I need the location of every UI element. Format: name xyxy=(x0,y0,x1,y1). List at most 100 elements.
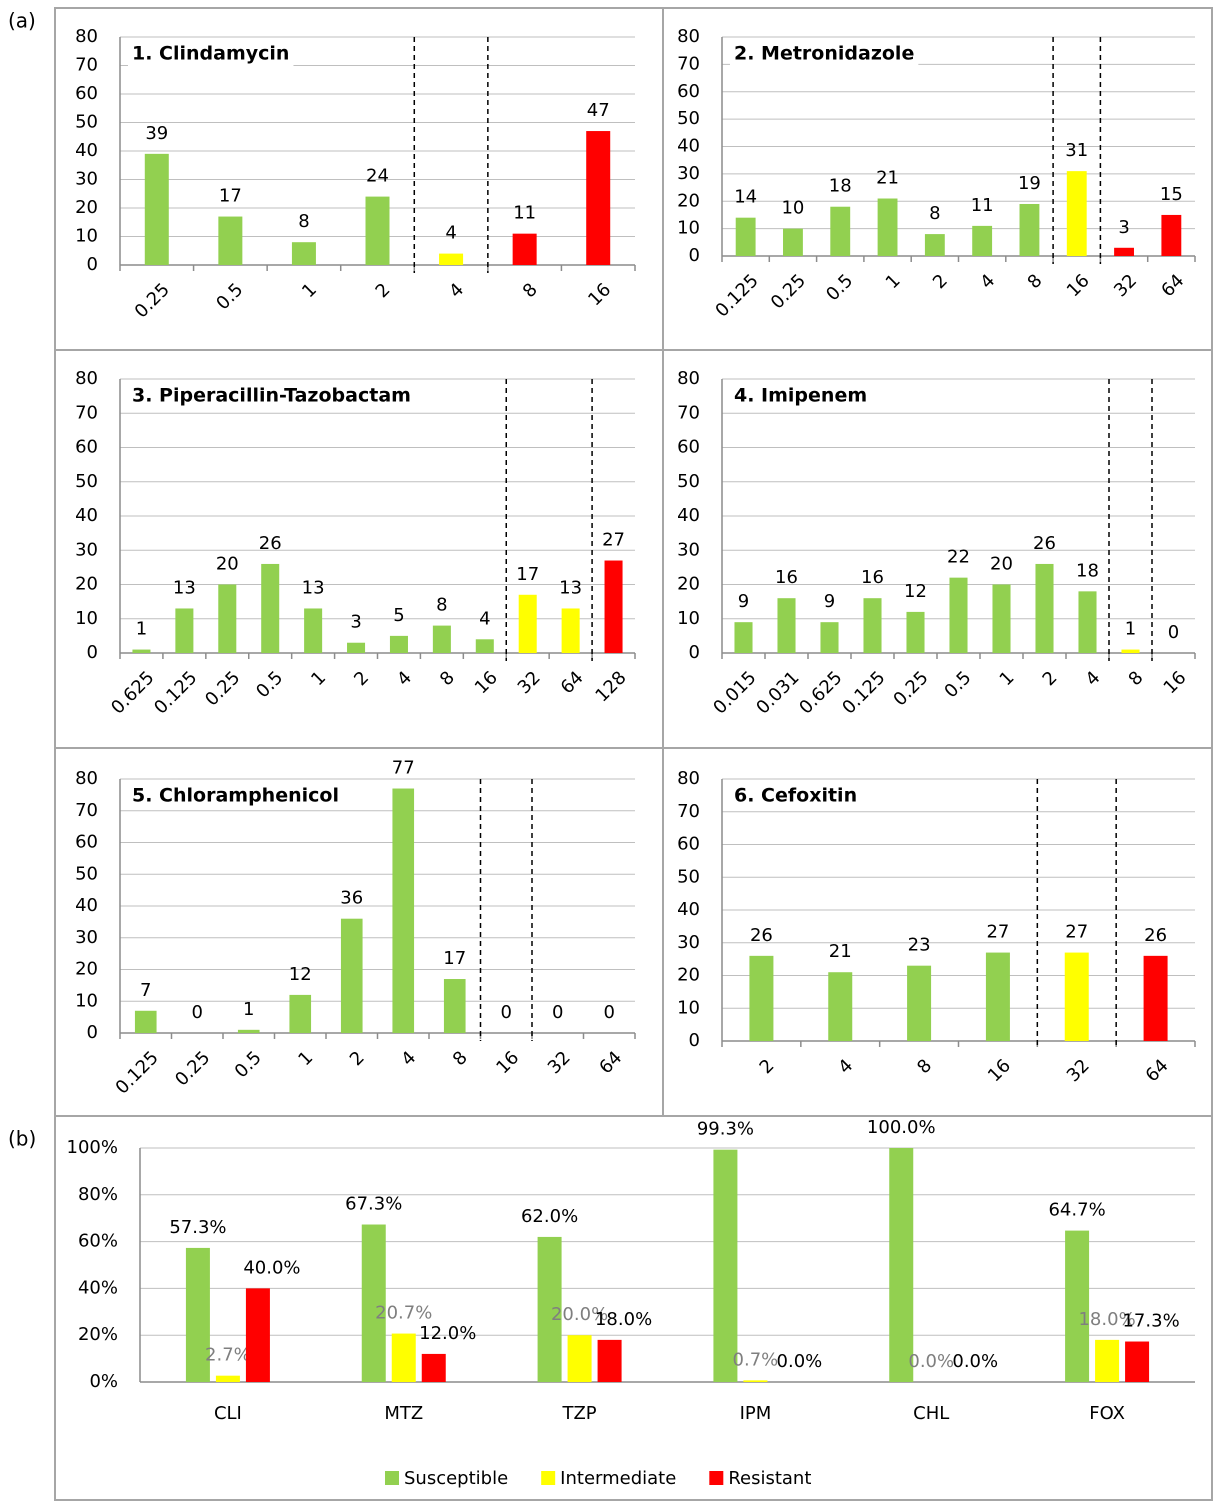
y-tick-label: 70 xyxy=(75,402,98,423)
y-tick-label: 60 xyxy=(75,832,98,853)
y-tick-label: 80% xyxy=(78,1184,118,1205)
value-label: 18.0% xyxy=(1078,1309,1135,1330)
y-tick-label: 50 xyxy=(677,866,700,887)
x-tick-label: 0.25 xyxy=(171,1047,214,1090)
y-tick-label: 50 xyxy=(677,471,700,492)
x-tick-label: 16 xyxy=(471,667,502,698)
y-tick-label: 70 xyxy=(677,402,700,423)
bar xyxy=(512,233,537,265)
y-tick-label: 80 xyxy=(75,26,98,47)
value-label: 47 xyxy=(587,100,610,121)
y-tick-label: 40 xyxy=(677,899,700,920)
y-tick-label: 40 xyxy=(75,505,98,526)
y-tick-label: 70 xyxy=(75,800,98,821)
chart-title: 3. Piperacillin-Tazobactam xyxy=(132,385,411,407)
x-tick-label: 8 xyxy=(1024,270,1047,293)
x-tick-label: 64 xyxy=(1157,270,1188,301)
legend-label: Intermediate xyxy=(560,1468,676,1489)
x-tick-label: 1 xyxy=(294,1047,317,1070)
value-label: 1 xyxy=(1125,619,1136,640)
x-tick-label: 0.031 xyxy=(752,667,803,718)
x-tick-label: 1 xyxy=(298,279,321,302)
y-tick-label: 0 xyxy=(87,642,98,663)
x-tick-label: 64 xyxy=(557,667,588,698)
value-label: 23 xyxy=(908,935,931,956)
y-tick-label: 60 xyxy=(677,81,700,102)
bar xyxy=(820,622,839,653)
value-label: 17.3% xyxy=(1122,1311,1179,1332)
bar xyxy=(889,1148,914,1382)
bar xyxy=(597,1339,622,1382)
bar xyxy=(561,608,580,653)
bar xyxy=(735,217,756,256)
value-label: 13 xyxy=(173,577,196,598)
bar xyxy=(713,1149,738,1382)
value-label: 26 xyxy=(1033,533,1056,554)
value-label: 20.7% xyxy=(375,1303,432,1324)
bar xyxy=(586,131,611,265)
value-label: 24 xyxy=(366,166,389,187)
value-label: 99.3% xyxy=(697,1119,754,1140)
x-tick-label: 0.5 xyxy=(252,667,287,702)
chart-title: 6. Cefoxitin xyxy=(734,785,857,807)
value-label: 20.0% xyxy=(551,1304,608,1325)
bar xyxy=(749,955,774,1041)
chart-title: 2. Metronidazole xyxy=(734,43,914,65)
x-tick-label: 32 xyxy=(514,667,545,698)
bar xyxy=(830,206,851,256)
x-tick-label: 0.125 xyxy=(112,1047,163,1098)
bar xyxy=(185,1247,210,1382)
value-label: 21 xyxy=(829,941,852,962)
y-tick-label: 60 xyxy=(677,834,700,855)
value-label: 40.0% xyxy=(243,1257,300,1278)
y-tick-label: 30 xyxy=(75,169,98,190)
x-tick-label: 16 xyxy=(1160,667,1191,698)
bar xyxy=(1064,952,1089,1041)
legend-label: Susceptible xyxy=(404,1468,508,1489)
x-tick-label: 2 xyxy=(756,1055,779,1078)
title-background xyxy=(730,782,862,809)
value-label: 13 xyxy=(302,577,325,598)
value-label: 8 xyxy=(929,203,940,224)
bar xyxy=(215,1375,240,1382)
value-label: 26 xyxy=(259,533,282,554)
y-tick-label: 60% xyxy=(78,1231,118,1252)
y-tick-label: 0 xyxy=(87,1022,98,1043)
bar xyxy=(347,642,366,653)
bar xyxy=(1019,203,1040,256)
title-background xyxy=(128,382,415,409)
bar xyxy=(1065,1230,1090,1382)
bar xyxy=(985,952,1010,1041)
x-tick-label: 0.625 xyxy=(107,667,158,718)
title-background xyxy=(128,782,343,809)
x-tick-label: CLI xyxy=(214,1403,242,1424)
legend-swatch xyxy=(541,1471,556,1485)
y-tick-label: 80 xyxy=(677,368,700,389)
x-tick-label: 128 xyxy=(591,667,630,706)
bar xyxy=(949,577,968,653)
chart-title: 1. Clindamycin xyxy=(132,43,289,65)
bar xyxy=(245,1288,270,1382)
value-label: 0.0% xyxy=(908,1351,954,1372)
value-label: 18 xyxy=(1076,560,1099,581)
x-tick-label: 0.125 xyxy=(150,667,201,718)
value-label: 77 xyxy=(392,758,415,779)
y-tick-label: 30 xyxy=(75,539,98,560)
bar xyxy=(392,788,415,1033)
x-tick-label: 16 xyxy=(984,1055,1015,1086)
bar xyxy=(783,228,803,256)
value-label: 0 xyxy=(1168,622,1179,643)
x-tick-label: FOX xyxy=(1089,1403,1125,1424)
y-tick-label: 60 xyxy=(75,437,98,458)
x-tick-label: 16 xyxy=(1063,270,1094,301)
bar xyxy=(261,563,280,653)
y-tick-label: 10 xyxy=(677,997,700,1018)
value-label: 0.7% xyxy=(733,1349,779,1370)
y-tick-label: 10 xyxy=(75,226,98,247)
bar xyxy=(475,639,494,653)
bar xyxy=(1121,649,1140,653)
value-label: 8 xyxy=(436,595,447,616)
bar xyxy=(291,242,316,265)
y-tick-label: 40 xyxy=(75,140,98,161)
